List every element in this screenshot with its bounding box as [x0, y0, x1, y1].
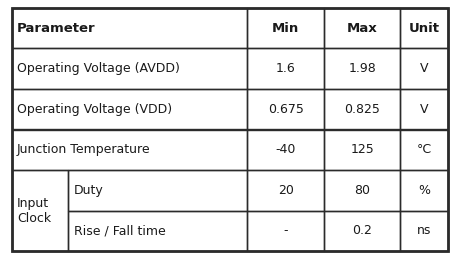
Text: Max: Max	[346, 21, 377, 34]
Bar	[68, 170, 247, 211]
Text: 20: 20	[277, 184, 293, 197]
Bar	[11, 130, 448, 170]
Text: 0.825: 0.825	[343, 103, 379, 116]
Bar	[247, 170, 323, 211]
Bar	[399, 8, 448, 48]
Bar	[399, 48, 448, 89]
Bar	[11, 89, 247, 130]
Bar	[323, 211, 399, 251]
Text: V: V	[420, 103, 428, 116]
Bar	[247, 89, 323, 130]
Text: 80: 80	[353, 184, 369, 197]
Bar	[323, 170, 399, 211]
Bar	[323, 8, 399, 48]
Bar	[68, 170, 247, 211]
Bar	[11, 89, 448, 130]
Bar	[11, 48, 448, 89]
Text: Input
Clock: Input Clock	[17, 197, 51, 225]
Bar	[11, 8, 448, 48]
Bar	[11, 48, 247, 89]
Text: Operating Voltage (AVDD): Operating Voltage (AVDD)	[17, 62, 179, 75]
Text: Duty: Duty	[74, 184, 103, 197]
Text: Parameter: Parameter	[17, 21, 95, 34]
Bar	[68, 211, 247, 251]
Bar	[247, 8, 323, 48]
Text: Unit: Unit	[408, 21, 439, 34]
Text: 125: 125	[350, 143, 373, 156]
Bar	[247, 130, 323, 170]
Text: Rise / Fall time: Rise / Fall time	[74, 225, 165, 238]
Text: %: %	[418, 184, 430, 197]
Text: °C: °C	[416, 143, 431, 156]
Bar	[247, 211, 323, 251]
Text: ns: ns	[416, 225, 431, 238]
Bar	[11, 8, 247, 48]
Bar	[68, 211, 247, 251]
Text: Operating Voltage (VDD): Operating Voltage (VDD)	[17, 103, 172, 116]
Text: 1.98: 1.98	[347, 62, 375, 75]
Bar	[323, 130, 399, 170]
Text: Junction Temperature: Junction Temperature	[17, 143, 150, 156]
Bar	[399, 130, 448, 170]
Text: 0.2: 0.2	[352, 225, 371, 238]
Text: -: -	[283, 225, 287, 238]
Text: 1.6: 1.6	[275, 62, 295, 75]
Bar	[11, 170, 68, 251]
Text: -40: -40	[275, 143, 295, 156]
Text: Min: Min	[272, 21, 299, 34]
Bar	[323, 89, 399, 130]
Bar	[399, 211, 448, 251]
Bar	[323, 48, 399, 89]
Bar	[399, 170, 448, 211]
Bar	[11, 170, 68, 251]
Text: V: V	[420, 62, 428, 75]
Bar	[399, 89, 448, 130]
Bar	[247, 48, 323, 89]
Text: 0.675: 0.675	[267, 103, 303, 116]
Bar	[11, 130, 247, 170]
